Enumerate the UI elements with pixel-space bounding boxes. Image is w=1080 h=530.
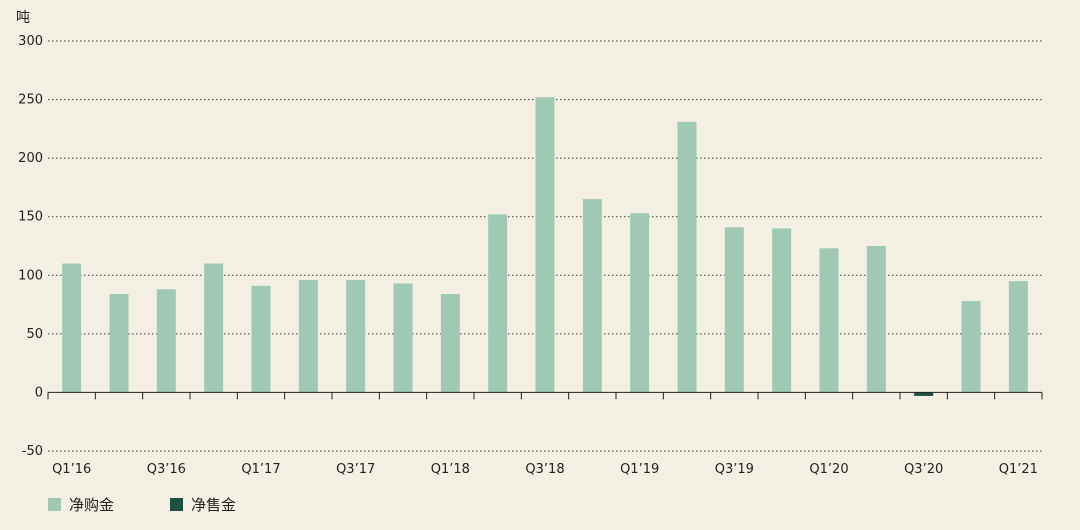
bar-net-purchase (819, 248, 839, 393)
bar-net-sale (914, 392, 934, 396)
bar-net-purchase (677, 121, 697, 393)
bar-net-purchase (298, 279, 318, 393)
x-tick-label: Q3’16 (147, 462, 186, 477)
bar-net-purchase (109, 294, 129, 393)
y-tick-label: 200 (18, 151, 43, 166)
legend-swatch-net-purchase (48, 498, 61, 511)
legend-swatch-net-sale (170, 498, 184, 511)
bar-net-purchase (866, 246, 886, 393)
y-axis-unit-label: 吨 (16, 10, 30, 26)
y-tick-label: 100 (18, 268, 43, 283)
y-tick-label: 50 (26, 327, 43, 342)
bar-net-purchase (961, 301, 981, 393)
y-tick-label: 150 (18, 210, 43, 225)
x-tick-label: Q1’20 (809, 462, 848, 477)
bar-net-purchase (630, 213, 650, 393)
x-axis (47, 391, 1043, 400)
x-tick-label: Q3’19 (715, 462, 754, 477)
x-tick-label: Q3’18 (525, 462, 564, 477)
x-tick-label: Q1’16 (52, 462, 91, 477)
bar-net-purchase (251, 285, 271, 393)
legend-label-net-purchase: 净购金 (69, 496, 115, 514)
bars (62, 97, 1028, 396)
bar-net-purchase (346, 279, 366, 393)
legend-label-net-sale: 净售金 (191, 496, 237, 514)
y-tick-label: -50 (22, 444, 43, 459)
bar-net-purchase (582, 199, 602, 393)
bar-net-purchase (535, 97, 555, 393)
x-tick-label: Q1’18 (431, 462, 470, 477)
y-tick-labels: 300 250 200 150 100 50 0 -50 (18, 34, 43, 459)
legend: 净购金 净售金 (48, 494, 236, 515)
x-tick-label: Q1’19 (620, 462, 659, 477)
bar-net-purchase (204, 263, 224, 393)
bar-net-purchase (156, 289, 176, 393)
y-tick-label: 300 (18, 34, 43, 49)
bar-net-purchase (724, 227, 744, 393)
y-tick-label: 0 (35, 385, 43, 400)
bar-net-purchase (1008, 281, 1028, 393)
bar-net-purchase (772, 228, 792, 393)
bar-net-purchase (62, 263, 82, 393)
legend-item-net-sale: 净售金 (170, 494, 236, 515)
y-tick-label: 250 (18, 93, 43, 108)
x-tick-label: Q3’20 (904, 462, 943, 477)
x-tick-label: Q3’17 (336, 462, 375, 477)
bar-net-purchase (488, 214, 508, 393)
x-tick-label: Q1’21 (999, 462, 1038, 477)
bar-net-purchase (393, 283, 413, 393)
x-tick-label: Q1’17 (241, 462, 280, 477)
legend-item-net-purchase: 净购金 (48, 494, 114, 515)
x-tick-labels: Q1’16 Q3’16 Q1’17 Q3’17 Q1’18 Q3’18 Q1’19 Q3’19… (52, 462, 1038, 477)
bar-net-purchase (440, 294, 460, 393)
